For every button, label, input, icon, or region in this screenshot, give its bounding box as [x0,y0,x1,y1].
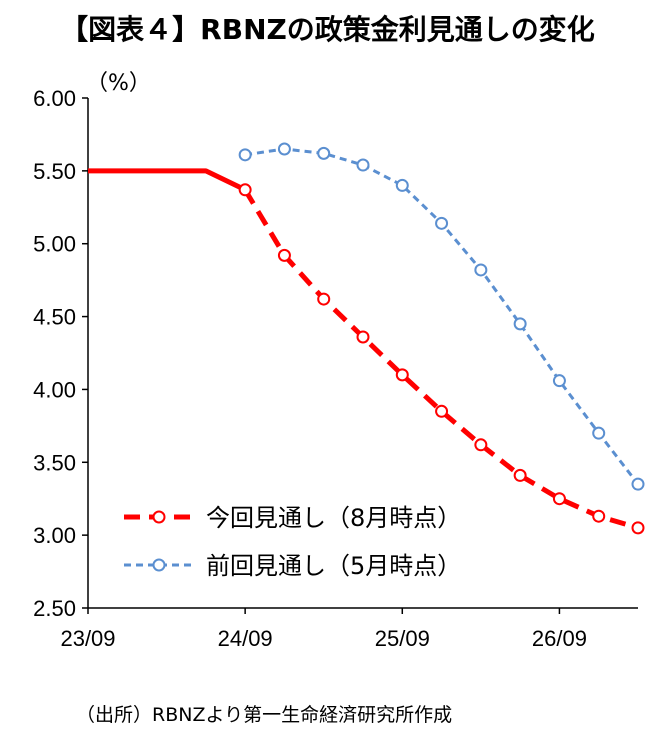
series-1-point [513,468,527,482]
series-1-point [474,438,488,452]
series-layer [88,142,645,535]
series-1-point [356,330,370,344]
chart-title: 【図表４】RBNZの政策金利見通しの変化 [60,13,595,46]
series-2-point [513,317,527,331]
series-1-line [242,188,639,531]
series-1-point [552,492,566,506]
series-2-point [552,374,566,388]
y-tick-label: 5.50 [33,159,76,184]
axes: 6.00 5.50 5.00 4.50 4.00 3.50 3.00 2.50 （%） 23/09… [33,71,638,651]
source-note: （出所）RBNZより第一生命経済研究所作成 [76,704,453,726]
y-tick-label: 2.50 [33,596,76,621]
series-1-point [435,404,449,418]
series-1-point [238,183,252,197]
series-1-point [592,509,606,523]
y-tick-label: 3.50 [33,450,76,475]
y-tick-label: 5.00 [33,232,76,257]
legend-marker [152,510,166,524]
y-tick-label: 4.00 [33,377,76,402]
y-axis-unit: （%） [86,71,151,96]
series-2-point [435,216,449,230]
series-2-point [395,178,409,192]
y-tick-label: 3.00 [33,523,76,548]
series-2-point [474,263,488,277]
series-2-point [592,426,606,440]
series-1-point [317,292,331,306]
series-1-point [395,368,409,382]
legend-entry-1: 今回見通し（8月時点） [124,504,461,532]
x-tick-label: 24/09 [218,626,273,651]
legend-label: 前回見通し（5月時点） [206,552,461,580]
series-2 [238,142,645,491]
series-2-point [317,146,331,160]
series-2-line [244,147,640,486]
x-tick-label: 25/09 [375,626,430,651]
series-1-point [631,521,645,535]
legend-entry-2: 前回見通し（5月時点） [124,552,461,580]
legend-label: 今回見通し（8月時点） [206,504,461,532]
x-tick-label: 26/09 [532,626,587,651]
legend: 今回見通し（8月時点） 前回見通し（5月時点） [124,504,461,580]
series-2-point [356,158,370,172]
series-2-point [238,148,252,162]
y-tick-label: 6.00 [33,86,76,111]
series-2-point [631,477,645,491]
y-tick-label: 4.50 [33,305,76,330]
x-tick-label: 23/09 [60,626,115,651]
series-2-point [277,142,291,156]
series-1-point [277,248,291,262]
series-1 [88,168,645,535]
series-1-step-line [88,168,247,193]
legend-marker [152,558,166,572]
